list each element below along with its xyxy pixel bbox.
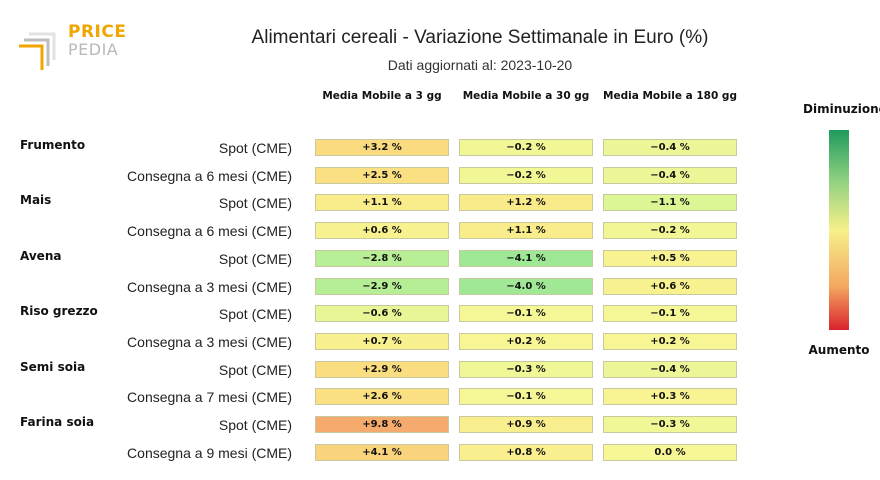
value-cell: +2.6 % [315, 388, 449, 406]
value-cell: −0.2 % [459, 166, 593, 184]
value-cell: +2.5 % [315, 166, 449, 184]
row-label: Spot (CME) [218, 195, 292, 212]
value-cell: −0.1 % [603, 305, 737, 323]
column-header: Media Mobile a 30 gg [462, 90, 590, 102]
column-header: Media Mobile a 180 gg [603, 90, 737, 102]
value-cell: +3.2 % [315, 139, 449, 156]
row-label: Spot (CME) [218, 306, 292, 323]
value-cell: −0.1 % [459, 305, 593, 323]
pricepedia-logo: PRICE PEDIA [18, 22, 128, 74]
pricepedia-logo-icon [19, 32, 56, 70]
row-label: Consegna a 7 mesi (CME) [127, 389, 292, 406]
value-cell: −1.1 % [603, 194, 737, 212]
row-label: Spot (CME) [218, 140, 292, 156]
row-label: Consegna a 3 mesi (CME) [127, 278, 292, 295]
value-cell: +0.7 % [315, 332, 449, 350]
chart-title: Alimentari cereali - Variazione Settiman… [251, 27, 709, 48]
value-cell: +0.9 % [459, 416, 593, 433]
row-label: Consegna a 6 mesi (CME) [127, 167, 292, 184]
value-cell: −0.1 % [459, 388, 593, 406]
value-cell: +1.1 % [315, 194, 449, 212]
value-cell: +2.9 % [315, 360, 449, 378]
value-cell: +0.8 % [459, 443, 593, 461]
value-cell: +9.8 % [315, 416, 449, 433]
value-cell: −0.4 % [603, 360, 737, 378]
group-label: Farina soia [20, 415, 95, 429]
value-cell: +0.6 % [315, 222, 449, 240]
value-cell: +1.1 % [459, 222, 593, 240]
value-cell: −0.2 % [459, 139, 593, 156]
group-label: Riso grezzo [20, 304, 98, 319]
value-cell: −4.0 % [459, 277, 593, 295]
logo-text-price: PRICE [68, 22, 127, 42]
row-label: Consegna a 9 mesi (CME) [127, 444, 292, 461]
value-cell: +0.5 % [603, 249, 737, 267]
legend-bottom-label: Aumento [808, 343, 870, 357]
legend-color-scale [829, 130, 849, 330]
group-label: Mais [20, 193, 52, 208]
value-cell: −4.1 % [459, 249, 593, 267]
chart-subtitle: Dati aggiornati al: 2023-10-20 [387, 57, 573, 73]
value-cell: +0.3 % [603, 388, 737, 406]
group-label: Frumento [20, 138, 86, 152]
value-cell: +4.1 % [315, 443, 449, 461]
logo-text-pedia: PEDIA [68, 40, 119, 59]
value-cell: −2.8 % [315, 249, 449, 267]
value-cell: −0.2 % [603, 222, 737, 240]
value-cell: +0.2 % [459, 332, 593, 350]
value-cell: +0.6 % [603, 277, 737, 295]
row-label: Consegna a 6 mesi (CME) [127, 223, 292, 240]
value-cell: +1.2 % [459, 194, 593, 212]
row-label: Consegna a 3 mesi (CME) [127, 333, 292, 350]
value-cell: +0.2 % [603, 332, 737, 350]
value-cell: −0.6 % [315, 305, 449, 323]
row-label: Spot (CME) [218, 250, 292, 267]
value-cell: −0.3 % [603, 416, 737, 433]
legend-top-label: Diminuzione [803, 102, 880, 116]
value-cell: −2.9 % [315, 277, 449, 295]
row-label: Spot (CME) [218, 361, 292, 378]
column-header: Media Mobile a 3 gg [322, 90, 442, 102]
group-label: Avena [20, 248, 62, 263]
value-cell: −0.4 % [603, 139, 737, 156]
value-cell: −0.4 % [603, 166, 737, 184]
row-label: Spot (CME) [218, 417, 292, 433]
value-cell: 0.0 % [603, 443, 737, 461]
value-cell: −0.3 % [459, 360, 593, 378]
group-label: Semi soia [20, 359, 86, 374]
